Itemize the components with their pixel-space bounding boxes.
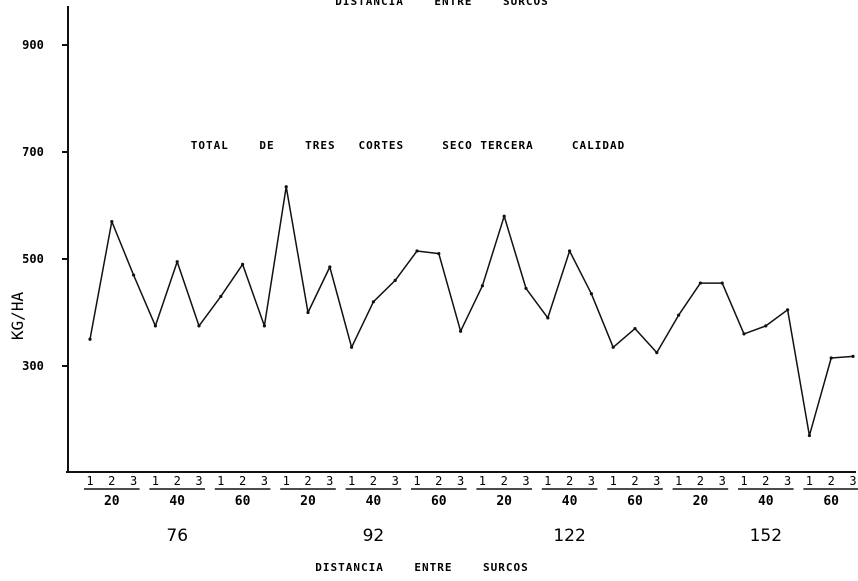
top-title: DISTANCIA ENTRE SURCOS — [335, 0, 548, 8]
surco-label: 152 — [750, 526, 782, 546]
cut-label: 2 — [435, 474, 442, 488]
cut-label: 2 — [304, 474, 311, 488]
cut-label: 2 — [566, 474, 573, 488]
cut-label: 2 — [828, 474, 835, 488]
cut-label: 3 — [784, 474, 791, 488]
cut-label: 2 — [108, 474, 115, 488]
x-axis-title: DISTANCIA ENTRE SURCOS — [315, 561, 528, 574]
cut-label: 1 — [610, 474, 617, 488]
group-label: 40 — [366, 494, 382, 509]
cut-label: 3 — [849, 474, 856, 488]
group-label: 40 — [562, 494, 578, 509]
group-label: 40 — [169, 494, 185, 509]
cut-label: 2 — [174, 474, 181, 488]
cut-label: 3 — [457, 474, 464, 488]
y-tick-label: 700 — [22, 145, 44, 159]
cut-label: 1 — [152, 474, 159, 488]
surco-label: 122 — [553, 526, 585, 546]
cut-label: 3 — [653, 474, 660, 488]
group-label: 60 — [627, 494, 643, 509]
group-label: 20 — [104, 494, 120, 509]
y-tick-label: 300 — [22, 359, 44, 373]
chart-title: TOTAL DE TRES CORTES SECO TERCERA CALIDA… — [191, 139, 626, 152]
group-label: 20 — [496, 494, 512, 509]
group-label: 60 — [823, 494, 839, 509]
cut-label: 3 — [719, 474, 726, 488]
cut-label: 1 — [217, 474, 224, 488]
cut-label: 3 — [326, 474, 333, 488]
cut-label: 1 — [86, 474, 93, 488]
cut-label: 1 — [413, 474, 420, 488]
cut-label: 3 — [130, 474, 137, 488]
cut-label: 1 — [740, 474, 747, 488]
group-label: 60 — [235, 494, 251, 509]
cut-label: 2 — [631, 474, 638, 488]
cut-label: 2 — [239, 474, 246, 488]
cut-label: 1 — [675, 474, 682, 488]
cut-label: 3 — [522, 474, 529, 488]
group-label: 20 — [693, 494, 709, 509]
cut-label: 3 — [392, 474, 399, 488]
group-label: 20 — [300, 494, 316, 509]
surco-label: 92 — [363, 526, 385, 546]
cut-label: 1 — [544, 474, 551, 488]
cut-label: 2 — [501, 474, 508, 488]
group-label: 40 — [758, 494, 774, 509]
cut-label: 2 — [697, 474, 704, 488]
series-line — [89, 186, 854, 437]
cut-label: 3 — [588, 474, 595, 488]
y-tick-label: 500 — [22, 252, 44, 266]
group-label: 60 — [431, 494, 447, 509]
cut-label: 1 — [348, 474, 355, 488]
cut-label: 3 — [261, 474, 268, 488]
cut-label: 1 — [479, 474, 486, 488]
cut-label: 1 — [806, 474, 813, 488]
y-tick-label: 900 — [22, 38, 44, 52]
cut-label: 2 — [370, 474, 377, 488]
cut-label: 1 — [283, 474, 290, 488]
cut-label: 3 — [195, 474, 202, 488]
surco-label: 76 — [166, 526, 188, 546]
cut-label: 2 — [762, 474, 769, 488]
y-axis-label: KG/HA — [8, 292, 27, 341]
